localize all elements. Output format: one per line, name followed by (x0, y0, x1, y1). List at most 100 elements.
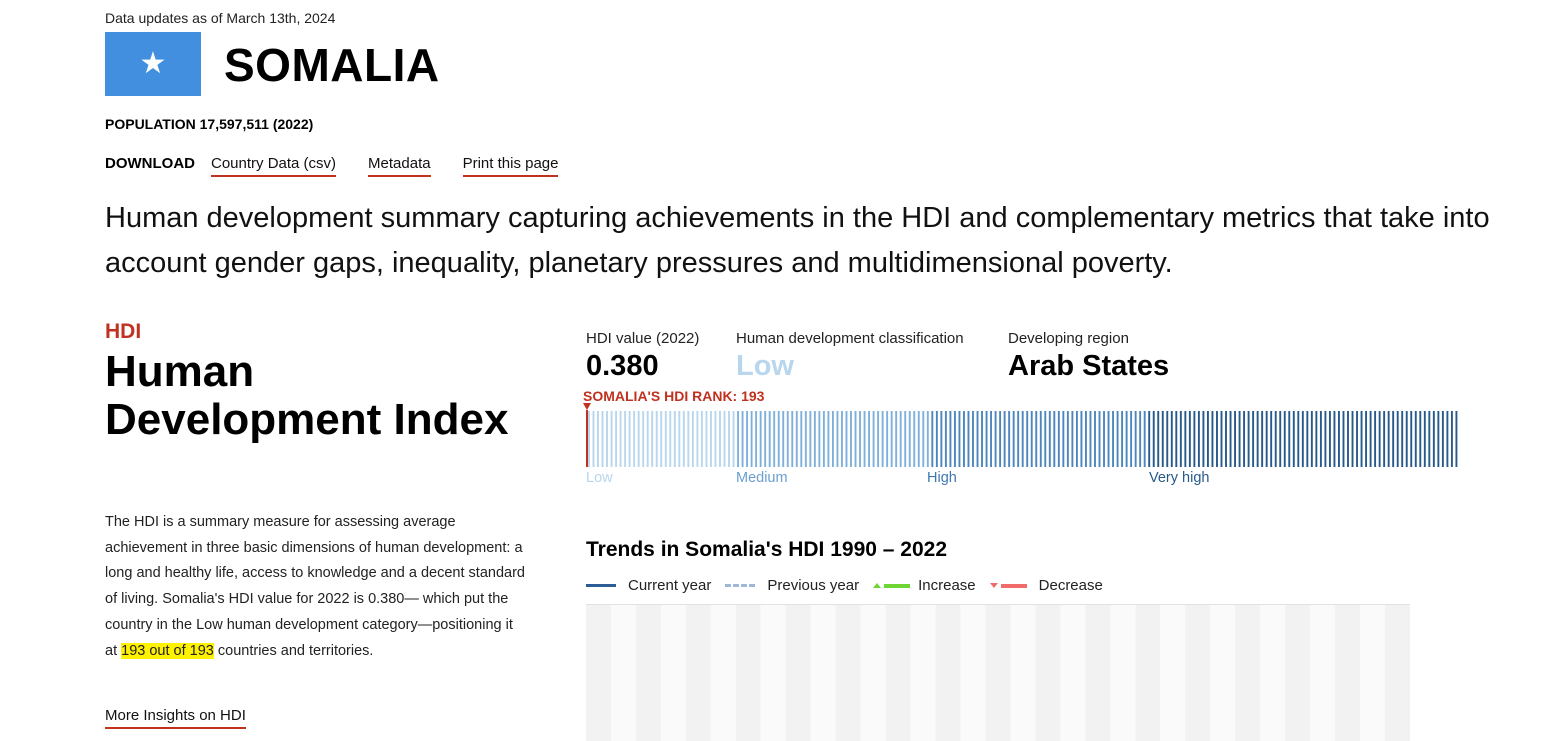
rank-bar (1211, 411, 1214, 467)
country-data-csv-link[interactable]: Country Data (csv) (211, 155, 337, 177)
rank-bar (1166, 411, 1169, 467)
legend-decrease: Decrease (989, 577, 1103, 594)
rank-bar (610, 411, 613, 467)
rank-bar (1347, 411, 1349, 467)
legend-current-label: Current year (628, 577, 712, 594)
rank-bar (1066, 411, 1069, 467)
rank-highlight: 193 out of 193 (121, 642, 214, 659)
chart-year-stripe (810, 605, 836, 741)
rank-bar (895, 411, 898, 467)
chart-year-stripe (1010, 605, 1036, 741)
rank-bar (746, 411, 749, 467)
chart-year-stripe (835, 605, 861, 741)
rank-bar (1414, 411, 1417, 467)
rank-bar (619, 411, 622, 467)
rank-bar (1062, 411, 1065, 467)
rank-marker-line (586, 410, 588, 467)
rank-bar (926, 411, 929, 467)
rank-bar (1419, 411, 1422, 467)
rank-bar (1265, 411, 1268, 467)
rank-bar (1310, 411, 1313, 467)
hdi-title: Human Development Index (105, 347, 509, 444)
rank-bar (958, 411, 961, 467)
rank-bar (1084, 411, 1087, 467)
legend-current: Current year (586, 577, 711, 594)
rank-bar (728, 411, 730, 467)
category-low: Low (586, 470, 613, 486)
rank-bar (628, 411, 631, 467)
chart-year-stripe (960, 605, 986, 741)
rank-bar (917, 411, 920, 467)
rank-bar (1089, 411, 1092, 467)
rank-bar (1319, 411, 1322, 467)
chart-year-stripe (885, 605, 911, 741)
metadata-link[interactable]: Metadata (368, 155, 431, 177)
hdi-rank-label: SOMALIA'S HDI RANK: 193 (583, 388, 765, 404)
rank-bar (1220, 411, 1223, 467)
rank-bar (1297, 411, 1300, 467)
more-insights-link[interactable]: More Insights on HDI (105, 707, 246, 729)
rank-bar (850, 411, 852, 467)
rank-bar (633, 411, 636, 467)
chart-year-stripe (1385, 605, 1410, 741)
rank-bar (714, 411, 717, 467)
rank-bar (877, 411, 880, 467)
chart-year-stripe (610, 605, 636, 741)
rank-bar (1148, 411, 1151, 467)
rank-bar (1130, 411, 1133, 467)
rank-bar (1234, 411, 1236, 467)
current-line-icon (586, 584, 616, 587)
rank-bar (1306, 411, 1309, 467)
data-update-note: Data updates as of March 13th, 2024 (105, 10, 336, 26)
chart-top-border (586, 604, 1410, 605)
rank-bar (705, 411, 708, 467)
rank-bar (782, 411, 785, 467)
rank-bar (886, 411, 889, 467)
rank-bar (768, 411, 771, 467)
rank-bar (1423, 411, 1426, 467)
chart-year-stripe (1260, 605, 1286, 741)
chart-year-stripe (1210, 605, 1236, 741)
rank-bar (841, 411, 843, 467)
trend-chart-area (586, 604, 1410, 741)
rank-bar (1243, 411, 1246, 467)
rank-bar (732, 411, 735, 467)
chart-year-stripe (710, 605, 736, 741)
rank-bar (890, 411, 893, 467)
rank-bar (854, 411, 857, 467)
download-label: DOWNLOAD (105, 155, 195, 172)
rank-bar (764, 411, 767, 467)
rank-bar (1193, 411, 1196, 467)
rank-bar (1252, 411, 1255, 467)
country-title: SOMALIA (224, 39, 440, 91)
rank-bar (908, 411, 911, 467)
rank-bar (1107, 411, 1110, 467)
rank-bar (953, 411, 956, 467)
rank-bar (1441, 411, 1444, 467)
chart-year-stripe (985, 605, 1011, 741)
rank-bar (1351, 411, 1354, 467)
print-page-link[interactable]: Print this page (462, 155, 559, 177)
rank-bar (1261, 411, 1264, 467)
chart-year-stripe (785, 605, 811, 741)
rank-bar (967, 411, 970, 467)
hdi-value-label: HDI value (2022) (586, 330, 700, 347)
triangle-up-icon (873, 583, 882, 588)
rank-bar (588, 411, 590, 467)
rank-bar (1292, 411, 1295, 467)
chart-year-stripe (1285, 605, 1311, 741)
rank-bar (822, 411, 825, 467)
rank-bar (1202, 411, 1205, 467)
legend-previous-label: Previous year (767, 577, 860, 594)
rank-bar (795, 411, 798, 467)
rank-bar (863, 411, 866, 467)
rank-bar (1175, 411, 1178, 467)
chart-year-stripe (1185, 605, 1211, 741)
rank-bar (804, 411, 807, 467)
rank-bar (1071, 411, 1074, 467)
star-icon: ★ (139, 47, 167, 80)
rank-bar (615, 411, 618, 467)
rank-bar (741, 411, 744, 467)
rank-bar (809, 411, 812, 467)
rank-bar (904, 411, 907, 467)
